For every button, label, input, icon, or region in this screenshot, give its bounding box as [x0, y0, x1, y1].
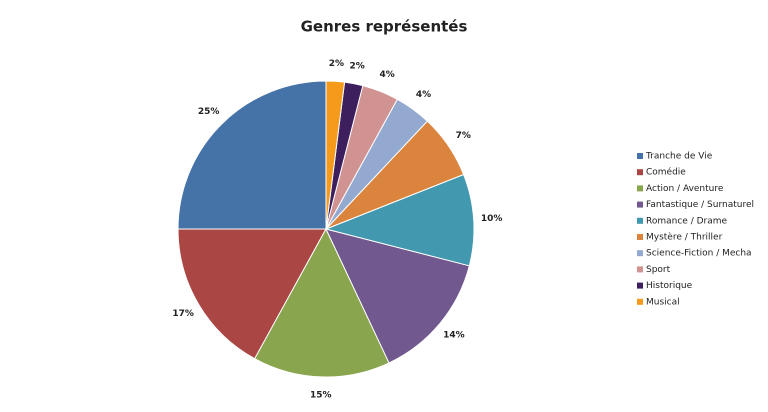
legend-label: Mystère / Thriller — [646, 232, 723, 243]
legend-swatch — [637, 250, 643, 257]
data-label: 7% — [456, 131, 471, 141]
legend-swatch — [637, 201, 643, 208]
pie-slice — [325, 80, 346, 230]
legend-swatch — [637, 169, 643, 176]
data-label: 15% — [310, 390, 332, 400]
legend-swatch — [637, 234, 643, 240]
legend-swatch — [637, 153, 643, 159]
legend-swatch — [637, 217, 643, 224]
legend-swatch — [637, 298, 643, 305]
legend-label: Historique — [646, 281, 693, 291]
chart-title: Genres représentés — [301, 18, 468, 36]
legend-swatch — [637, 185, 643, 192]
pie-slice — [177, 80, 327, 230]
legend-swatch — [637, 266, 643, 273]
pie-slice — [325, 228, 470, 364]
legend-label: Science-Fiction / Mecha — [646, 249, 752, 259]
data-label: 4% — [379, 70, 394, 80]
legend-label: Comédie — [646, 167, 686, 178]
data-label: 25% — [198, 107, 220, 117]
legend-label: Action / Aventure — [646, 184, 724, 194]
data-label: 4% — [416, 90, 431, 100]
legend-label: Romance / Drame — [646, 216, 727, 226]
pie-slice — [254, 227, 390, 378]
data-label: 2% — [329, 59, 344, 69]
data-label: 2% — [349, 61, 364, 71]
pie-slice — [177, 228, 327, 360]
legend-label: Musical — [646, 297, 680, 307]
pie-slice — [324, 173, 475, 267]
data-label: 17% — [172, 309, 194, 319]
data-label: 14% — [443, 330, 465, 340]
legend-label: Tranche de Vie — [645, 152, 713, 162]
legend-swatch — [637, 282, 643, 289]
legend-label: Sport — [646, 265, 671, 275]
legend-label: Fantastique / Surnaturel — [646, 200, 754, 210]
data-label: 10% — [481, 214, 503, 224]
